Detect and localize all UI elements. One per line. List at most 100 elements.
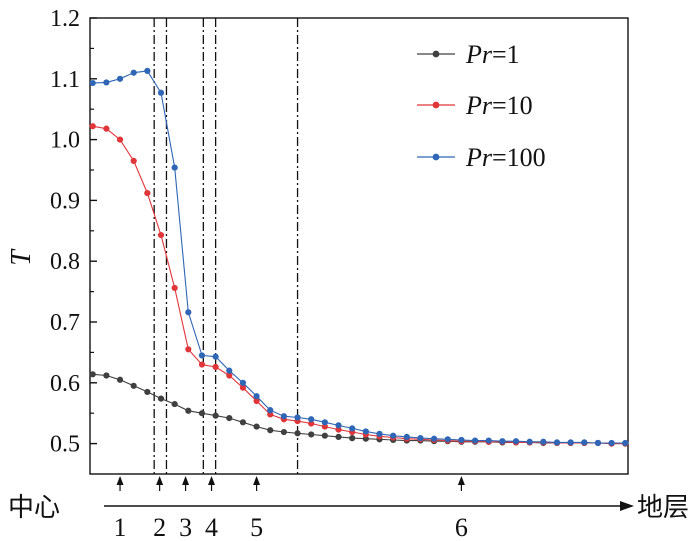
data-point [226,414,233,422]
data-point [157,395,165,402]
y-axis: 0.5 0.6 0.7 0.8 0.9 1.0 1.1 1.2 [50,6,97,458]
zone-label: 4 [205,513,218,541]
data-point [321,423,328,430]
zone-arrow-head [116,476,124,485]
data-point [526,438,533,445]
data-point [89,371,96,378]
data-point [294,414,301,421]
data-point [581,439,588,446]
zone-axis-arrowhead [620,501,634,511]
legend-marker [432,153,440,161]
zone-label: 2 [153,513,166,541]
data-point [335,433,342,441]
data-point [321,432,328,439]
data-point [89,123,96,130]
data-point [471,437,479,444]
data-point [540,438,547,445]
data-point [362,428,369,435]
data-point [212,353,219,360]
plot-border [89,17,629,475]
data-point [622,439,629,447]
y-tick-label: 0.5 [50,432,80,458]
data-point [499,438,506,445]
data-point [171,284,178,292]
data-point [267,407,274,414]
zone-label: 1 [114,513,127,541]
data-point [103,372,110,379]
y-tick-label: 0.7 [50,310,80,336]
data-point [280,428,287,436]
data-point [267,411,274,418]
data-point [567,439,574,446]
data-point [198,410,206,417]
data-point [185,407,192,414]
legend-marker [432,101,440,109]
series-lines [89,67,629,447]
data-point [116,376,124,383]
data-point [239,379,247,386]
data-point [130,69,137,76]
data-point [130,157,137,164]
legend-label: Pr=1 [465,40,520,69]
series-line [92,70,626,444]
y-tick-label: 1.0 [50,128,80,154]
zone-label: 3 [179,513,192,541]
data-point [157,231,165,239]
data-point [144,67,151,74]
data-point [239,384,247,391]
data-point [444,436,451,443]
data-point [103,125,110,132]
data-point [294,430,301,437]
data-point [335,422,342,429]
data-point [308,416,315,423]
data-point [212,363,219,371]
y-tick-label: 0.9 [50,188,80,214]
legend-label-symbol: Pr [465,143,493,172]
data-point [185,346,192,353]
boundary-lines [153,18,299,474]
zone-arrow-head [182,476,190,485]
zone-label: 6 [455,513,468,541]
data-point [280,413,287,420]
legend-label-symbol: Pr [465,40,493,69]
data-point [198,361,206,368]
data-point [253,397,260,405]
data-point [485,437,492,444]
data-point [553,439,561,446]
data-point [144,190,151,197]
data-point [349,435,356,442]
data-point [226,372,233,379]
data-point [253,393,260,400]
legend-label-value: =10 [492,91,533,120]
y-tick-label: 0.8 [50,249,80,275]
legend-label-value: =100 [492,143,546,172]
data-point [171,400,178,408]
data-point [308,420,315,427]
data-point [390,432,397,439]
data-point [362,435,369,442]
data-point [512,438,520,445]
data-point [198,352,206,359]
series-line [92,125,626,445]
data-point [116,136,124,143]
data-point [253,423,260,430]
data-point [103,79,110,86]
zone-arrow-head [208,476,216,485]
data-point [349,425,356,432]
data-point [267,427,274,434]
legend-label: Pr=10 [465,91,533,120]
axis-start-label: 中心 [8,493,60,523]
zone-label: 5 [250,513,263,541]
data-point [185,309,192,316]
zone-arrow-head [457,476,465,485]
legend-marker [432,50,440,58]
axis-end-label: 地层 [637,493,689,523]
y-tick-label: 0.6 [50,371,80,397]
data-point [130,382,137,389]
data-point [239,419,247,426]
data-point [116,75,124,82]
data-point [157,89,165,96]
